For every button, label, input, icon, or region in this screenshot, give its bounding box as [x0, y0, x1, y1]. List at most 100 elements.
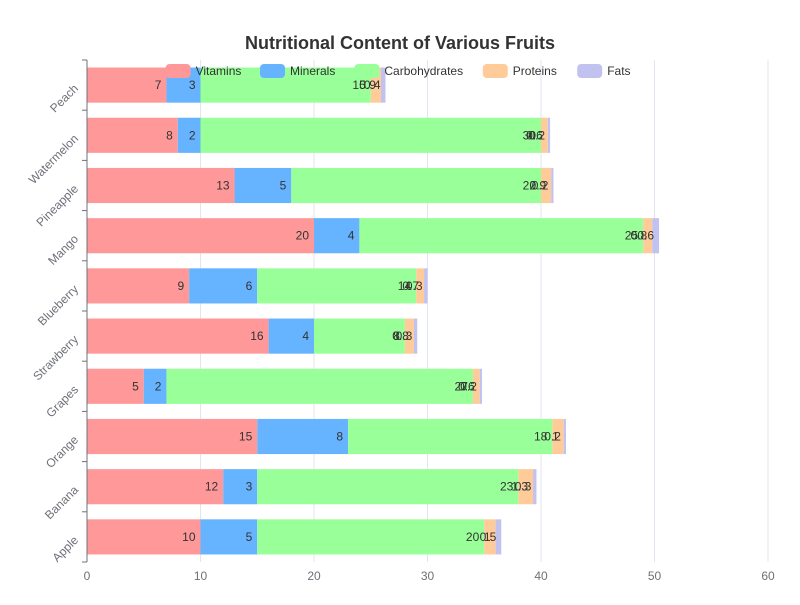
data-label-orange-minerals: 8	[336, 430, 343, 444]
bar-peach-vitamins	[87, 67, 167, 103]
bar-apple-proteins	[484, 519, 496, 555]
bar-mango-fats	[652, 218, 660, 254]
bar-blueberry-vitamins	[87, 268, 190, 304]
bar-apple-carbohydrates	[257, 519, 485, 555]
legend-item-carbohydrates[interactable]: Carbohydrates	[354, 64, 463, 78]
y-tick-label-mango: Mango	[45, 232, 81, 268]
data-label-strawberry-fats: 0.3	[396, 329, 413, 343]
x-tick-label-30: 30	[421, 569, 435, 583]
data-label-pineapple-minerals: 5	[280, 179, 287, 193]
y-tick-label-peach: Peach	[47, 81, 81, 115]
y-tick-label-apple: Apple	[50, 533, 82, 565]
bar-grapes-proteins	[472, 368, 480, 404]
data-label-peach-minerals: 3	[189, 78, 196, 92]
bar-blueberry-minerals	[189, 268, 258, 304]
bar-peach-proteins	[370, 67, 381, 103]
bar-blueberry-fats	[424, 268, 428, 304]
x-tick-label-0: 0	[84, 569, 91, 583]
bar-banana-carbohydrates	[257, 469, 519, 505]
data-label-apple-proteins: 1	[484, 530, 491, 544]
y-tick-label-orange: Orange	[43, 432, 81, 470]
legend-item-fats[interactable]: Fats	[577, 64, 631, 78]
x-tick-label-20: 20	[307, 569, 321, 583]
legend-label-carbohydrates: Carbohydrates	[384, 64, 463, 78]
data-label-watermelon-vitamins: 8	[166, 128, 173, 142]
x-tick-label-40: 40	[534, 569, 548, 583]
x-tick-label-10: 10	[194, 569, 208, 583]
legend-label-fats: Fats	[607, 64, 630, 78]
bar-apple-minerals	[200, 519, 258, 555]
data-label-watermelon-proteins: 0.6	[526, 128, 543, 142]
bar-strawberry-fats	[413, 318, 418, 354]
legend-label-proteins: Proteins	[513, 64, 557, 78]
data-label-blueberry-carbohydrates: 14	[398, 279, 412, 293]
y-tick-label-grapes: Grapes	[43, 383, 81, 421]
bar-peach-fats	[380, 67, 386, 103]
data-label-grapes-proteins: 0.6	[458, 379, 475, 393]
legend-swatch-vitamins	[165, 64, 191, 78]
bar-apple-vitamins	[87, 519, 201, 555]
bar-watermelon-proteins	[541, 117, 548, 153]
bar-orange-fats	[563, 418, 566, 455]
data-label-mango-fats: 0.6	[637, 229, 654, 243]
bar-strawberry-vitamins	[87, 318, 269, 354]
data-label-peach-vitamins: 7	[155, 78, 162, 92]
bar-banana-fats	[533, 469, 537, 505]
data-label-apple-fats: 0.5	[480, 530, 497, 544]
data-label-grapes-minerals: 2	[155, 379, 162, 393]
data-label-watermelon-minerals: 2	[189, 128, 196, 142]
data-label-orange-proteins: 1	[552, 430, 559, 444]
bar-pineapple-minerals	[234, 167, 292, 204]
data-label-mango-vitamins: 20	[296, 229, 310, 243]
chart-title: Nutritional Content of Various Fruits	[245, 33, 555, 53]
data-label-grapes-carbohydrates: 27	[455, 379, 469, 393]
bar-pineapple-fats	[551, 167, 554, 204]
bar-banana-minerals	[223, 469, 258, 505]
legend-item-vitamins[interactable]: Vitamins	[165, 64, 242, 78]
y-tick-label-banana: Banana	[42, 483, 81, 522]
data-label-pineapple-vitamins: 13	[216, 179, 230, 193]
data-label-banana-fats: 0.3	[515, 480, 532, 494]
bar-orange-carbohydrates	[348, 418, 553, 455]
data-label-grapes-fats: 0.2	[460, 379, 477, 393]
data-label-mango-carbohydrates: 25	[625, 229, 639, 243]
bar-grapes-fats	[479, 368, 482, 404]
legend: Vitamins Minerals Carbohydrates Proteins Fat…	[165, 64, 631, 78]
data-label-watermelon-carbohydrates: 30	[523, 128, 537, 142]
bar-banana-vitamins	[87, 469, 224, 505]
x-tick-label-60: 60	[761, 569, 775, 583]
data-label-strawberry-carbohydrates: 8	[393, 329, 400, 343]
bar-mango-vitamins	[87, 218, 314, 254]
legend-item-minerals[interactable]: Minerals	[260, 64, 335, 78]
data-label-apple-carbohydrates: 20	[466, 530, 480, 544]
bar-blueberry-carbohydrates	[257, 268, 417, 304]
bar-banana-proteins	[518, 469, 534, 505]
bar-watermelon-minerals	[177, 117, 201, 153]
legend-swatch-proteins	[482, 64, 508, 78]
data-label-blueberry-fats: 0.3	[406, 279, 423, 293]
data-label-orange-carbohydrates: 18	[534, 430, 548, 444]
y-tick-label-blueberry: Blueberry	[35, 282, 81, 328]
bars	[87, 67, 660, 555]
bar-pineapple-vitamins	[87, 167, 235, 204]
data-label-apple-vitamins: 10	[182, 530, 196, 544]
legend-swatch-carbohydrates	[354, 64, 380, 78]
data-label-strawberry-proteins: 0.8	[392, 329, 409, 343]
data-label-banana-minerals: 3	[246, 480, 253, 494]
data-label-blueberry-minerals: 6	[246, 279, 253, 293]
bar-orange-vitamins	[87, 418, 258, 455]
data-label-peach-proteins: 0.9	[359, 78, 376, 92]
legend-label-minerals: Minerals	[290, 64, 335, 78]
data-label-apple-minerals: 5	[246, 530, 253, 544]
data-label-strawberry-minerals: 4	[302, 329, 309, 343]
legend-item-proteins[interactable]: Proteins	[482, 64, 557, 78]
data-label-pineapple-fats: 0.2	[532, 179, 549, 193]
data-label-blueberry-proteins: 0.7	[402, 279, 419, 293]
bar-grapes-vitamins	[87, 368, 144, 404]
data-label-banana-proteins: 1.3	[511, 480, 528, 494]
bar-grapes-carbohydrates	[166, 368, 473, 404]
bar-grapes-minerals	[143, 368, 167, 404]
bar-peach-carbohydrates	[200, 67, 371, 103]
